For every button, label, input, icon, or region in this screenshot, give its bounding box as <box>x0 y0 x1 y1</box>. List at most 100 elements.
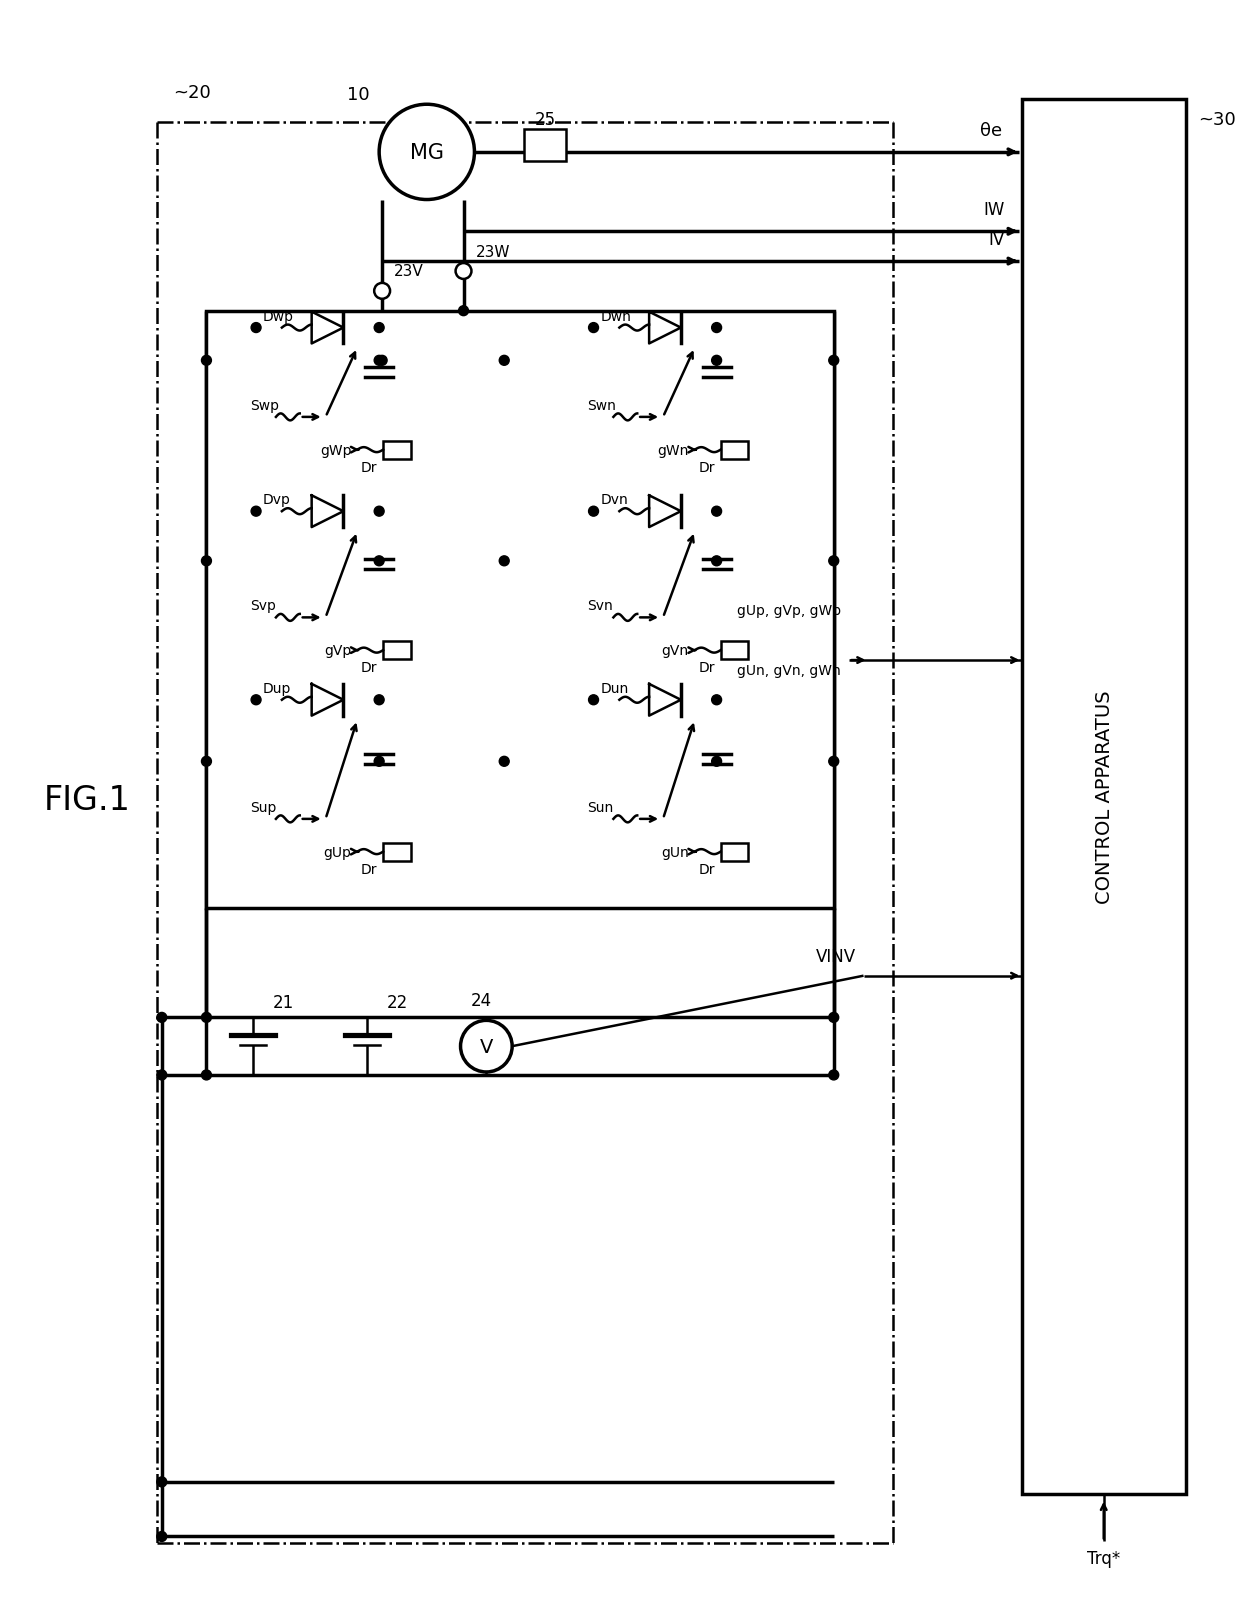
Circle shape <box>712 323 722 334</box>
Text: θe: θe <box>981 122 1002 140</box>
Text: Dwp: Dwp <box>263 310 294 324</box>
Bar <box>383 642 410 660</box>
Text: gWp: gWp <box>320 443 351 457</box>
Text: Dr: Dr <box>361 661 377 674</box>
Circle shape <box>459 307 469 316</box>
Circle shape <box>712 356 722 366</box>
Text: Dr: Dr <box>698 461 715 473</box>
Text: gUp, gVp, gWp: gUp, gVp, gWp <box>737 603 841 618</box>
Text: gWn: gWn <box>657 443 689 457</box>
Circle shape <box>500 758 510 767</box>
Text: Dup: Dup <box>263 682 291 695</box>
Text: Swp: Swp <box>250 398 279 412</box>
Circle shape <box>828 1071 838 1080</box>
Bar <box>525 130 565 162</box>
Circle shape <box>156 1477 166 1486</box>
Text: Dun: Dun <box>600 682 629 695</box>
Circle shape <box>374 695 384 705</box>
Text: Svp: Svp <box>250 599 277 613</box>
Circle shape <box>252 323 262 334</box>
Text: Svn: Svn <box>588 599 614 613</box>
Text: gUp: gUp <box>324 846 351 859</box>
Text: 25: 25 <box>534 111 556 128</box>
Text: MG: MG <box>409 143 444 162</box>
Text: ~20: ~20 <box>172 85 211 103</box>
Circle shape <box>379 106 475 201</box>
Text: 21: 21 <box>273 993 294 1011</box>
Circle shape <box>201 758 211 767</box>
Circle shape <box>712 557 722 567</box>
Text: CONTROL APPARATUS: CONTROL APPARATUS <box>1095 690 1114 904</box>
Text: 23V: 23V <box>394 265 424 279</box>
Text: Dr: Dr <box>698 862 715 876</box>
Text: Dr: Dr <box>361 461 377 473</box>
Text: Dr: Dr <box>361 862 377 876</box>
Circle shape <box>156 1013 166 1022</box>
Circle shape <box>589 507 599 517</box>
Circle shape <box>201 1071 211 1080</box>
Circle shape <box>374 323 384 334</box>
Bar <box>383 843 410 860</box>
Text: 10: 10 <box>347 87 370 104</box>
Circle shape <box>252 695 262 705</box>
Text: 24: 24 <box>471 990 492 1010</box>
Bar <box>383 441 410 459</box>
Circle shape <box>500 557 510 567</box>
Circle shape <box>201 557 211 567</box>
Circle shape <box>712 758 722 767</box>
Circle shape <box>455 263 471 279</box>
Bar <box>1022 100 1187 1494</box>
Text: gUn, gVn, gWn: gUn, gVn, gWn <box>737 663 841 677</box>
Circle shape <box>828 557 838 567</box>
Text: Swn: Swn <box>588 398 616 412</box>
Circle shape <box>460 1021 512 1072</box>
Polygon shape <box>311 684 343 716</box>
Polygon shape <box>311 313 343 343</box>
Text: Sup: Sup <box>250 801 277 814</box>
Text: Dr: Dr <box>698 661 715 674</box>
Circle shape <box>828 1013 838 1022</box>
Text: ~30: ~30 <box>1198 111 1236 128</box>
Circle shape <box>828 758 838 767</box>
Polygon shape <box>311 496 343 528</box>
Text: IV: IV <box>988 231 1004 249</box>
Circle shape <box>712 695 722 705</box>
Circle shape <box>252 507 262 517</box>
Circle shape <box>201 1013 211 1022</box>
Polygon shape <box>649 684 681 716</box>
Text: Dvn: Dvn <box>600 493 629 507</box>
Polygon shape <box>649 496 681 528</box>
Circle shape <box>374 507 384 517</box>
Text: gVn: gVn <box>662 644 689 658</box>
Circle shape <box>712 507 722 517</box>
Circle shape <box>500 356 510 366</box>
Circle shape <box>589 695 599 705</box>
Circle shape <box>589 323 599 334</box>
Bar <box>206 311 833 908</box>
Text: gUn: gUn <box>661 846 689 859</box>
Bar <box>720 441 749 459</box>
Text: V: V <box>480 1037 494 1056</box>
Circle shape <box>374 557 384 567</box>
Text: 22: 22 <box>387 993 408 1011</box>
Text: FIG.1: FIG.1 <box>43 783 130 815</box>
Polygon shape <box>649 313 681 343</box>
Bar <box>720 642 749 660</box>
Circle shape <box>156 1531 166 1541</box>
Circle shape <box>828 356 838 366</box>
Text: Sun: Sun <box>588 801 614 814</box>
Circle shape <box>374 356 384 366</box>
Circle shape <box>377 356 387 366</box>
Text: Dvp: Dvp <box>263 493 291 507</box>
Text: Dwn: Dwn <box>600 310 631 324</box>
Text: IW: IW <box>983 201 1004 220</box>
Text: gVp: gVp <box>324 644 351 658</box>
Circle shape <box>374 758 384 767</box>
Bar <box>720 843 749 860</box>
Circle shape <box>201 356 211 366</box>
Text: VINV: VINV <box>816 947 856 965</box>
Text: Trq*: Trq* <box>1087 1549 1120 1568</box>
Text: 23W: 23W <box>475 244 510 260</box>
Circle shape <box>156 1071 166 1080</box>
Circle shape <box>374 284 391 300</box>
